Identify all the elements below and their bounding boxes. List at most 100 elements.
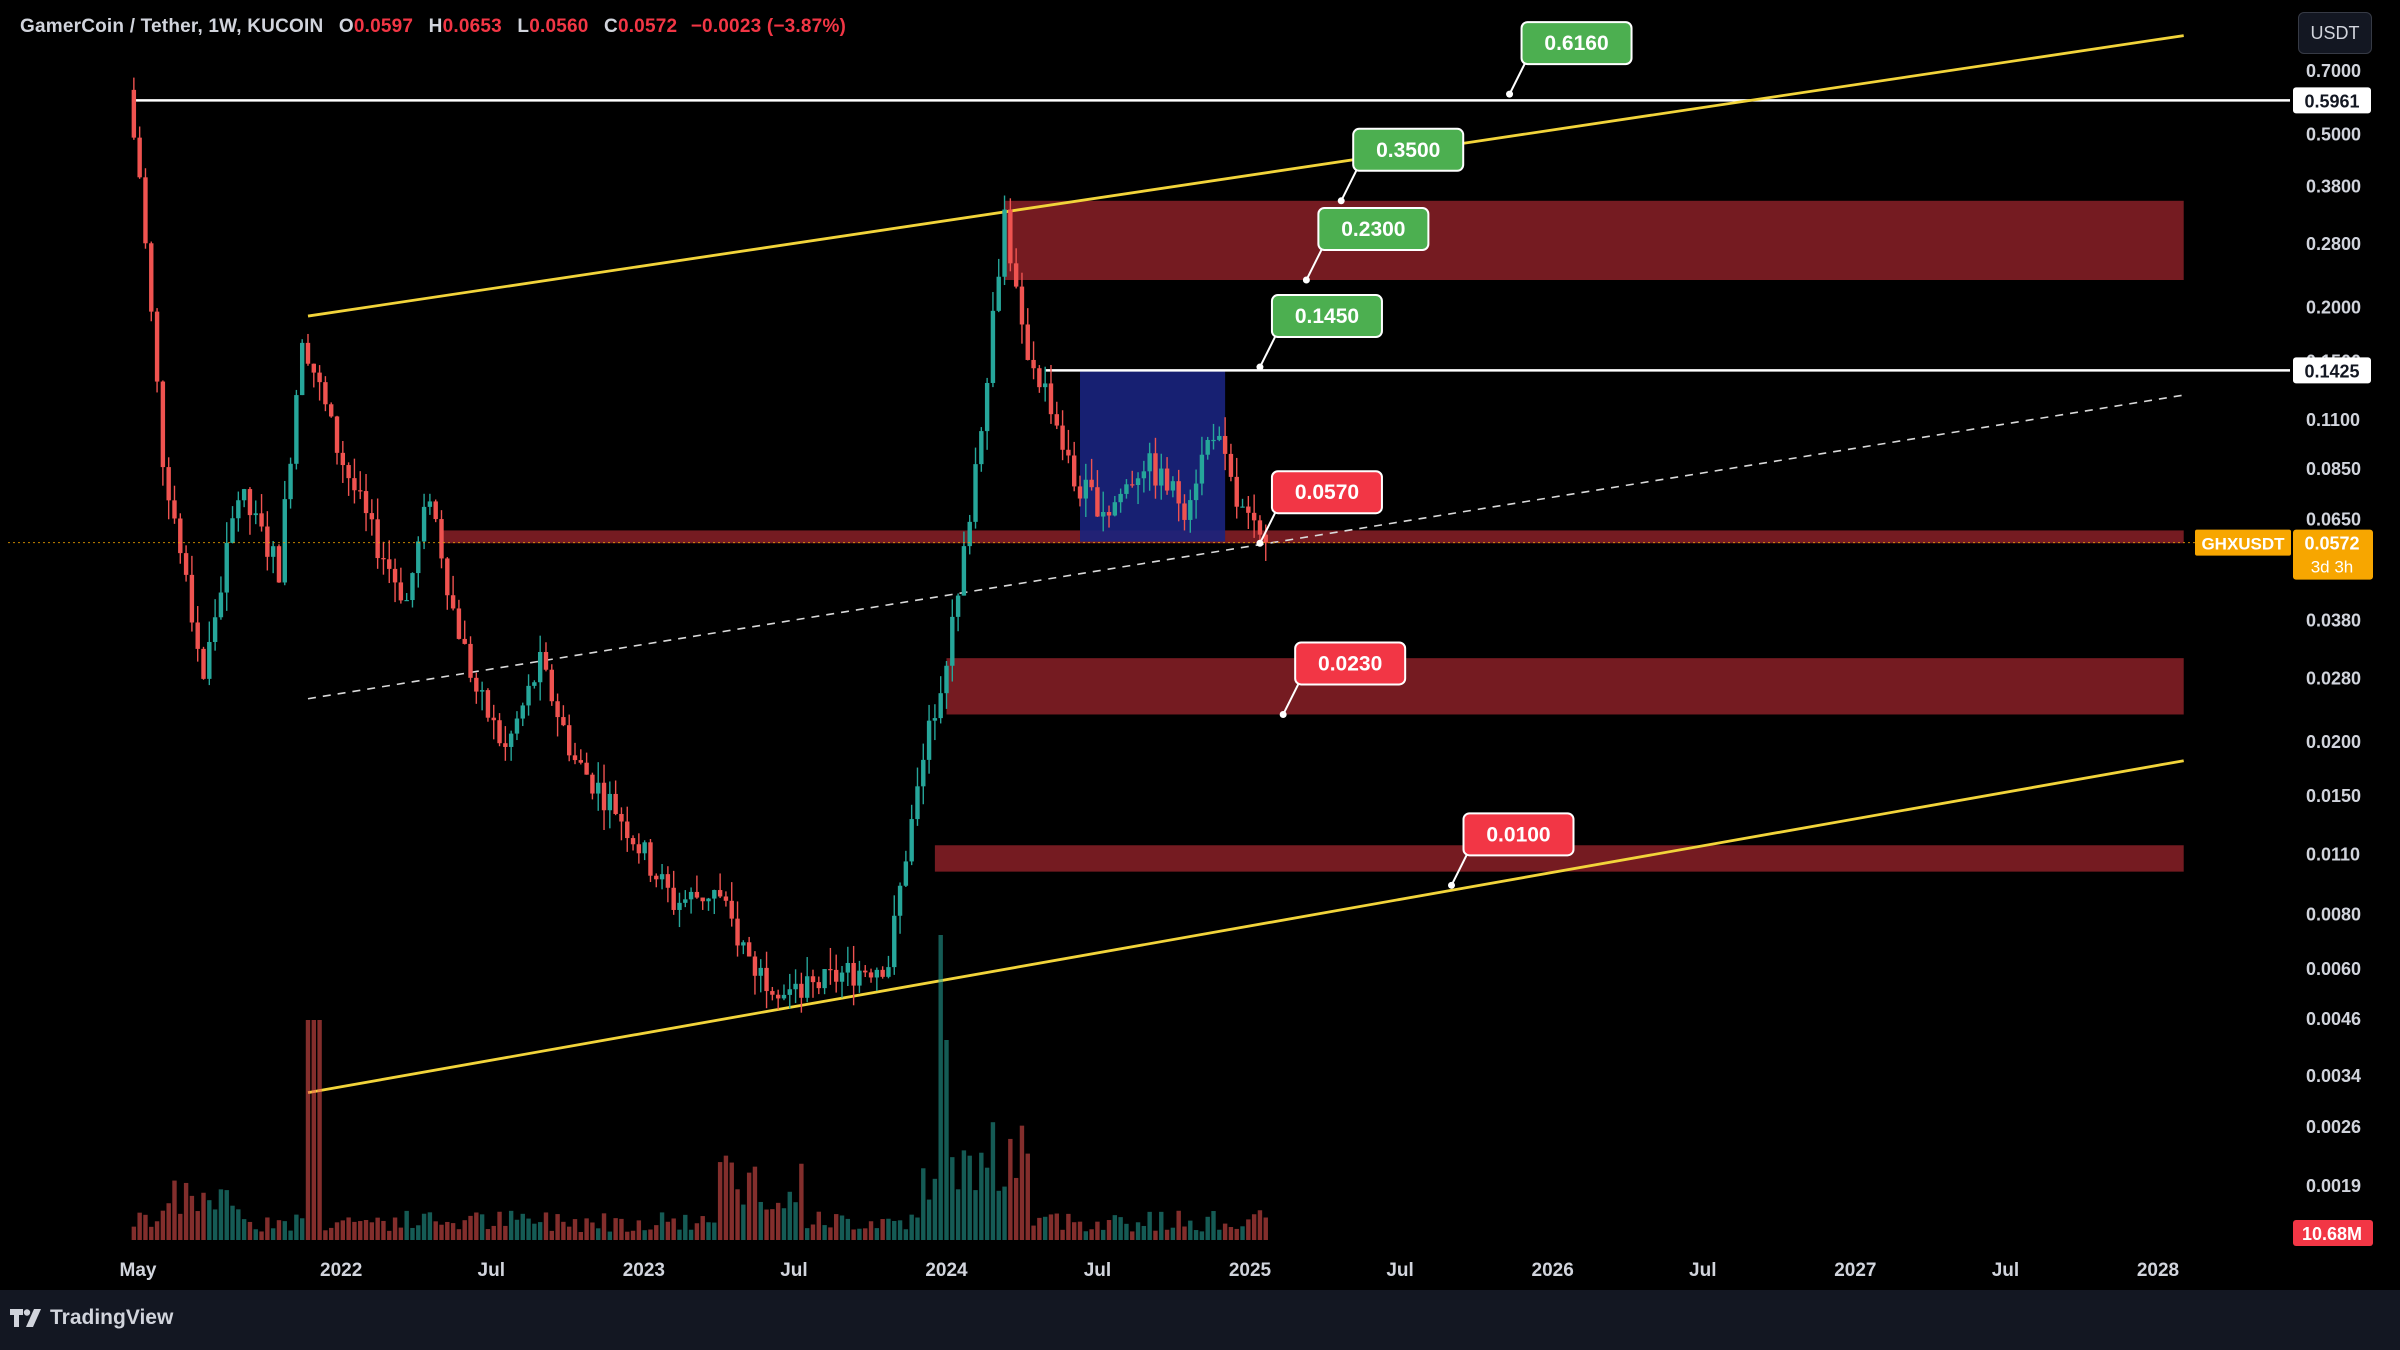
volume-bar — [253, 1229, 258, 1240]
candle-body — [398, 582, 404, 601]
candle — [903, 850, 909, 888]
candle-body — [1147, 453, 1152, 472]
candle — [863, 965, 868, 978]
candle — [874, 967, 880, 991]
price-tick-label: 0.0200 — [2306, 732, 2361, 752]
volume-bar — [990, 1122, 996, 1240]
candle-body — [294, 395, 299, 464]
candle-body — [456, 608, 462, 639]
candle — [1106, 505, 1112, 528]
callout-anchor — [1447, 881, 1455, 889]
candle — [456, 599, 462, 640]
callout-box — [1462, 812, 1575, 857]
candle — [880, 966, 885, 979]
candle-body — [921, 759, 926, 787]
candle — [265, 511, 270, 571]
candle — [938, 676, 943, 724]
tradingview-logo[interactable]: TradingView — [10, 1306, 173, 1330]
volume-bar — [317, 1020, 322, 1240]
volume-bar — [613, 1218, 618, 1240]
candle-body — [503, 743, 508, 747]
candle-body — [358, 490, 363, 492]
candle — [613, 780, 618, 816]
volume-bar — [398, 1227, 404, 1240]
candle-body — [729, 900, 734, 919]
candle — [154, 308, 160, 393]
volume-bar — [1019, 1125, 1025, 1240]
candle — [1095, 470, 1100, 518]
volume-bar — [526, 1218, 531, 1240]
candle-body — [926, 720, 932, 760]
volume-bar — [474, 1212, 479, 1240]
callout-anchor — [1279, 710, 1287, 718]
volume-bar — [950, 1157, 955, 1240]
candle-body — [1234, 476, 1239, 507]
candle-body — [572, 755, 578, 761]
candle — [270, 541, 276, 574]
time-tick-label: 2026 — [1532, 1260, 1574, 1281]
candle-body — [781, 994, 787, 999]
candle-body — [207, 641, 212, 679]
volume-bar — [723, 1155, 729, 1240]
callout-box — [1520, 21, 1633, 66]
candle — [236, 491, 241, 532]
candle-body — [1228, 453, 1234, 477]
volume-bar — [1228, 1227, 1234, 1240]
volume-bar — [845, 1218, 851, 1240]
candle — [1042, 366, 1048, 402]
candle — [1141, 460, 1147, 493]
volume-bar — [1176, 1210, 1181, 1240]
volume-bar — [549, 1230, 554, 1240]
volume-bar — [880, 1219, 885, 1240]
candle-body — [1077, 486, 1083, 499]
open-label: O — [338, 16, 354, 37]
volume-bar — [572, 1219, 578, 1240]
candle — [317, 365, 322, 401]
candle-body — [793, 983, 798, 990]
candle — [1071, 441, 1077, 492]
volume-bar — [160, 1210, 166, 1240]
close-label: C — [604, 16, 618, 37]
candle — [1135, 472, 1141, 505]
price-tick-label: 0.2800 — [2306, 234, 2361, 254]
candle — [619, 807, 624, 841]
candle — [1025, 308, 1030, 361]
last-price-tag — [2293, 529, 2373, 580]
candle — [781, 984, 787, 1001]
volume-bar — [897, 1220, 903, 1240]
candle-body — [619, 813, 624, 822]
candle-body — [700, 897, 705, 902]
candle-body — [1083, 479, 1089, 499]
candle-body — [1193, 483, 1199, 501]
candle — [311, 363, 316, 388]
volume-bar — [178, 1213, 183, 1240]
price-tick-label: 0.0850 — [2306, 459, 2361, 479]
callout-label: 0.0100 — [1486, 823, 1550, 846]
target-callout-0.0570: 0.0570 — [1256, 470, 1383, 547]
trendline-solid-1 — [307, 759, 2184, 1095]
volume-bar — [636, 1220, 642, 1240]
candle-body — [822, 969, 827, 989]
candle-body — [665, 874, 671, 888]
candle — [369, 499, 375, 536]
volume-bar — [810, 1224, 816, 1240]
price-tick-label: 0.7000 — [2306, 61, 2361, 81]
volume-bar — [1112, 1215, 1118, 1240]
currency-unit-button[interactable]: USDT — [2298, 12, 2372, 54]
volume-bar — [932, 1178, 938, 1240]
candle — [636, 833, 642, 864]
countdown-label: 3d 3h — [2311, 558, 2354, 577]
candle — [1193, 469, 1199, 519]
volume-bar — [630, 1230, 636, 1240]
candle-body — [590, 774, 595, 794]
candle — [1211, 423, 1216, 450]
candle — [1188, 489, 1193, 533]
candle — [398, 567, 404, 604]
candle — [1060, 410, 1065, 461]
candle — [973, 447, 978, 529]
candle-body — [1002, 209, 1007, 277]
candle-body — [369, 513, 375, 520]
volume-bar — [1141, 1225, 1147, 1240]
candle-body — [775, 994, 781, 999]
